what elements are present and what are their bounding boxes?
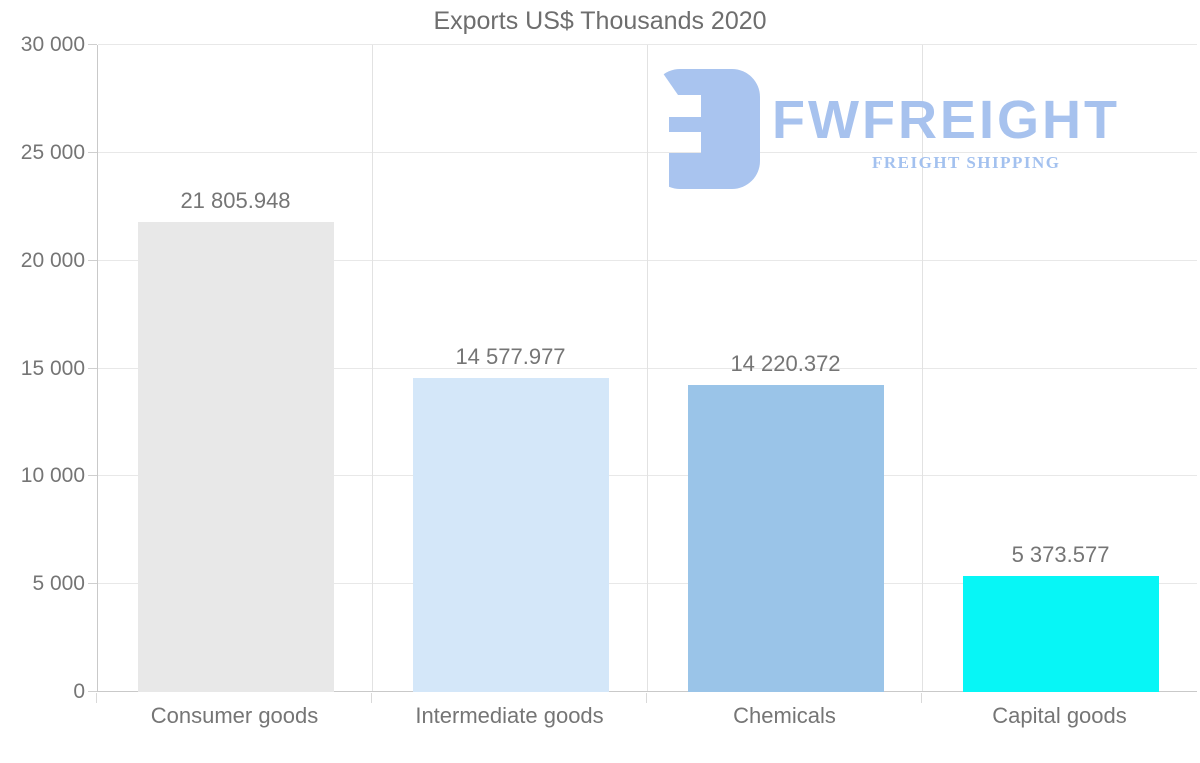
y-tick	[88, 151, 97, 153]
y-tick-label: 0	[73, 680, 85, 703]
x-tick	[96, 693, 97, 703]
y-tick-label: 10 000	[20, 464, 85, 488]
bar-chemicals[interactable]	[687, 385, 884, 692]
x-tick-label-capital-goods: Capital goods	[992, 703, 1127, 728]
x-tick	[371, 693, 372, 703]
bar-consumer-goods[interactable]	[137, 221, 334, 692]
plot-area: 21 805.948 14 577.977 14 220.372 5 373.577	[97, 44, 1197, 692]
bar-intermediate-goods[interactable]	[412, 377, 609, 692]
watermark-brand-text: FWFREIGHT	[772, 90, 1120, 150]
fwfreight-logo-icon	[652, 69, 760, 189]
bar-capital-goods[interactable]	[962, 576, 1159, 692]
y-tick	[88, 583, 97, 585]
y-tick	[88, 691, 97, 692]
v-gridline	[922, 45, 923, 691]
x-tick-label-intermediate-goods: Intermediate goods	[415, 703, 604, 728]
x-tick-label-chemicals: Chemicals	[733, 703, 836, 728]
bar-value-label-chemicals: 14 220.372	[730, 351, 841, 377]
y-tick	[88, 475, 97, 477]
y-tick-label: 20 000	[20, 248, 85, 272]
v-gridline	[647, 45, 648, 691]
y-tick-label: 15 000	[20, 356, 85, 380]
x-tick	[921, 693, 922, 703]
x-tick	[646, 693, 647, 703]
v-gridline	[372, 45, 373, 691]
bar-value-label-intermediate-goods: 14 577.977	[455, 343, 566, 369]
watermark-logo: FWFREIGHT FREIGHT SHIPPING	[648, 69, 1153, 193]
y-tick-label: 5 000	[32, 572, 85, 596]
x-tick-label-consumer-goods: Consumer goods	[150, 703, 319, 728]
y-tick	[88, 367, 97, 369]
y-tick	[88, 259, 97, 261]
chart-title: Exports US$ Thousands 2020	[433, 7, 767, 35]
h-gridline	[98, 44, 1197, 45]
bar-value-label-capital-goods: 5 373.577	[1011, 542, 1110, 568]
y-tick-label: 25 000	[20, 140, 85, 164]
y-tick	[88, 44, 97, 45]
watermark-tagline-text: FREIGHT SHIPPING	[872, 153, 1061, 172]
bar-value-label-consumer-goods: 21 805.948	[180, 187, 291, 213]
y-tick-label: 30 000	[20, 33, 85, 56]
